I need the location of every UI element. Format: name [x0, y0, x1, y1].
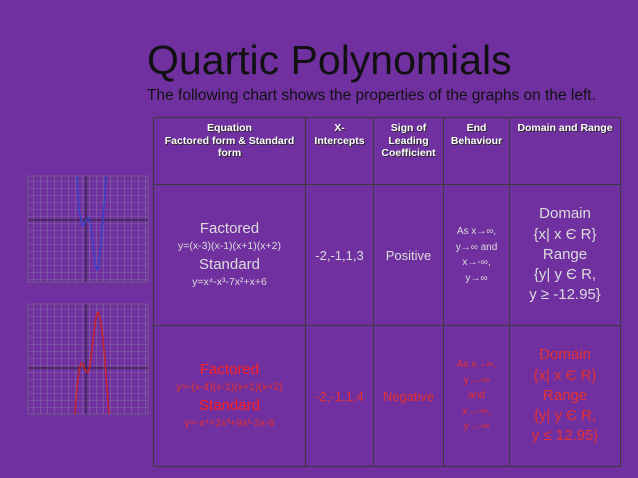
properties-table: Equation Factored form & Standard form X… — [153, 117, 621, 467]
header-domain-range: Domain and Range — [509, 117, 621, 185]
range-value: y ≥ -12.95} — [529, 286, 601, 304]
range-value: {y| y Є R, — [533, 407, 597, 425]
graph-negative-quartic — [27, 303, 149, 415]
domain-value: {x| x Є R} — [533, 225, 597, 243]
header-end-behaviour: End Behaviour — [443, 117, 510, 185]
graph-1-curve — [76, 175, 107, 272]
header-text: Leading — [388, 134, 429, 147]
domain-label: Domain — [539, 346, 591, 364]
range-label: Range — [542, 386, 588, 404]
sign-cell: Negative — [373, 325, 444, 467]
graph-positive-quartic — [27, 175, 149, 283]
end-line: As x→∞, — [456, 359, 497, 371]
header-sign: Sign of Leading Coefficient — [373, 117, 444, 185]
domain-value: {x| x Є R} — [533, 366, 597, 384]
domain-range-cell: Domain {x| x Є R} Range {y| y Є R, y ≤ 1… — [509, 325, 621, 467]
header-text: Sign of — [390, 122, 427, 134]
header-text: form — [217, 147, 242, 160]
header-text: Behaviour — [450, 134, 503, 147]
table-row: Factored y=(x-3)(x-1)(x+1)(x+2) Standard… — [153, 184, 621, 326]
page-title: Quartic Polynomials — [147, 37, 512, 83]
header-x-intercepts: X- Intercepts — [305, 117, 374, 185]
end-behaviour-cell: As x→∞, y→-∞ and x→-∞, y→-∞ — [443, 325, 510, 467]
factored-equation: y=-(x-4)(x-1)(x+1)(x+2) — [176, 381, 283, 394]
table-row: Factored y=-(x-4)(x-1)(x+1)(x+2) Standar… — [153, 325, 621, 467]
range-label: Range — [542, 245, 588, 263]
domain-range-cell: Domain {x| x Є R} Range {y| y Є R, y ≥ -… — [509, 184, 621, 326]
x-intercepts-cell: -2,-1,1,4 — [305, 325, 374, 467]
end-line: y→-∞ — [463, 374, 490, 386]
end-line: x→-∞, — [462, 405, 491, 417]
standard-equation: y=x⁴-x³-7x²+x+6 — [192, 276, 267, 289]
standard-label: Standard — [199, 256, 260, 273]
header-text: X- — [334, 122, 345, 134]
equation-cell: Factored y=-(x-4)(x-1)(x+1)(x+2) Standar… — [153, 325, 306, 467]
graph-2-curve — [74, 311, 110, 415]
range-value: y ≤ 12.95} — [531, 427, 599, 445]
end-line: and — [468, 390, 485, 402]
end-line: y→∞ — [465, 272, 488, 284]
domain-label: Domain — [539, 205, 591, 223]
page-subtitle: The following chart shows the properties… — [147, 87, 596, 104]
end-line: x→-∞, — [462, 257, 491, 268]
header-text: Factored form & Standard — [164, 134, 295, 147]
standard-equation: y=-x⁴+2x³+9x²-2x-8 — [184, 417, 275, 430]
equation-cell: Factored y=(x-3)(x-1)(x+1)(x+2) Standard… — [153, 184, 306, 326]
factored-label: Factored — [199, 220, 260, 237]
header-text: Intercepts — [314, 134, 365, 147]
sign-cell: Positive — [373, 184, 444, 326]
end-line: y→∞ and — [455, 241, 498, 253]
standard-label: Standard — [199, 397, 260, 414]
factored-label: Factored — [199, 361, 260, 378]
table-header-row: Equation Factored form & Standard form X… — [153, 117, 621, 185]
factored-equation: y=(x-3)(x-1)(x+1)(x+2) — [178, 240, 281, 253]
header-text: Coefficient — [381, 147, 436, 160]
end-behaviour-cell: As x→∞, y→∞ and x→-∞, y→∞ — [443, 184, 510, 326]
header-equation: Equation Factored form & Standard form — [153, 117, 306, 185]
end-line: y→-∞ — [463, 421, 490, 433]
graphs-column — [27, 175, 149, 415]
range-value: {y| y Є R, — [533, 266, 597, 284]
end-line: As x→∞, — [456, 226, 497, 237]
header-text: Equation — [207, 122, 252, 134]
x-intercepts-cell: -2,-1,1,3 — [305, 184, 374, 326]
header-text: End — [466, 122, 487, 134]
header-text: Domain and Range — [517, 122, 613, 134]
